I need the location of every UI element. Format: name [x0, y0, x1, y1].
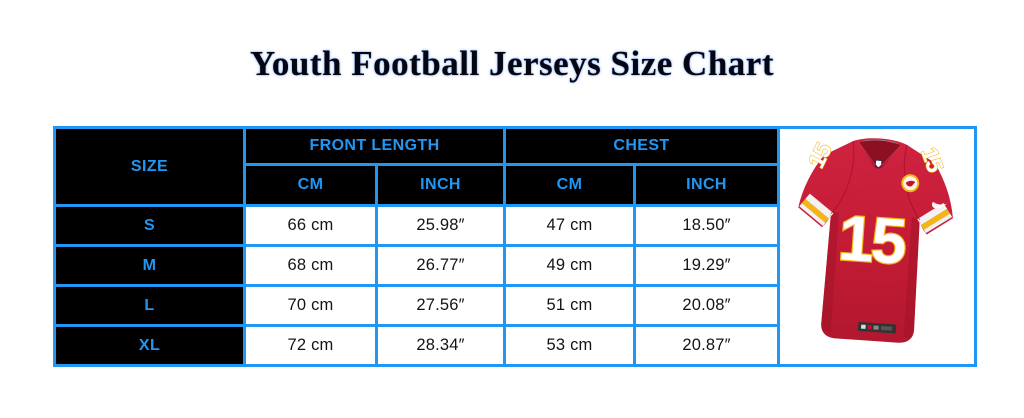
subheader-chest-inch: INCH	[633, 163, 780, 207]
jersey-product-image: 15 15 15	[797, 138, 953, 343]
front-length-cm-value: 68 cm	[243, 244, 378, 287]
table-row-l: L 70 cm 27.56″ 51 cm 20.08″	[53, 284, 976, 327]
chest-inch-value: 20.08″	[633, 284, 780, 327]
col-header-size: SIZE	[53, 126, 246, 207]
front-length-inch-value: 25.98″	[375, 204, 506, 247]
chest-cm-value: 49 cm	[503, 244, 636, 287]
size-cell: S	[53, 204, 246, 247]
table-row-m: M 68 cm 26.77″ 49 cm 19.29″	[53, 244, 976, 287]
size-cell: XL	[53, 324, 246, 367]
table-row-xl: XL 72 cm 28.34″ 53 cm 20.87″	[53, 324, 976, 367]
sleeve-stripe-white	[798, 203, 825, 226]
subheader-chest-cm: CM	[503, 163, 636, 207]
chest-cm-value: 47 cm	[503, 204, 636, 247]
header-group-row: SIZE FRONT LENGTH CHEST	[53, 126, 977, 367]
front-length-cm-value: 72 cm	[243, 324, 378, 367]
jersey-chest-number: 15	[836, 201, 907, 277]
sleeve-stripe-white	[916, 202, 947, 226]
size-chart-table: SIZE FRONT LENGTH CHEST	[53, 126, 977, 367]
sleeve-stripe-gold	[920, 208, 950, 230]
sleeve-stripe-white	[923, 213, 952, 234]
nfl-shield-icon	[874, 159, 882, 169]
front-length-cm-value: 70 cm	[243, 284, 378, 327]
subheader-front-cm: CM	[243, 163, 378, 207]
v-neck	[858, 140, 901, 169]
table-row-s: S 66 cm 25.98″ 47 cm 18.50″	[53, 204, 976, 247]
col-group-chest: CHEST	[503, 126, 780, 166]
front-length-cm-value: 66 cm	[243, 204, 378, 247]
jersey-image-cell: 15 15 15	[777, 126, 977, 367]
size-cell: L	[53, 284, 246, 327]
team-patch-icon	[900, 174, 919, 193]
sleeve-stripe-white	[804, 193, 833, 219]
chest-inch-value: 18.50″	[633, 204, 780, 247]
chest-inch-value: 20.87″	[633, 324, 780, 367]
chest-cm-value: 51 cm	[503, 284, 636, 327]
subheader-front-inch: INCH	[375, 163, 506, 207]
col-group-front-length: FRONT LENGTH	[243, 126, 506, 166]
front-length-inch-value: 26.77″	[375, 244, 506, 287]
chest-inch-value: 19.29″	[633, 244, 780, 287]
sleeve-stripe-gold	[801, 198, 829, 223]
nike-swoosh-icon	[931, 201, 947, 209]
chest-cm-value: 53 cm	[503, 324, 636, 367]
front-length-inch-value: 27.56″	[375, 284, 506, 327]
jock-tag	[857, 321, 896, 334]
size-cell: M	[53, 244, 246, 287]
header-sub-row: CM INCH CM INCH	[55, 163, 976, 207]
front-length-inch-value: 28.34″	[375, 324, 506, 367]
page-title: Youth Football Jerseys Size Chart	[250, 44, 774, 83]
